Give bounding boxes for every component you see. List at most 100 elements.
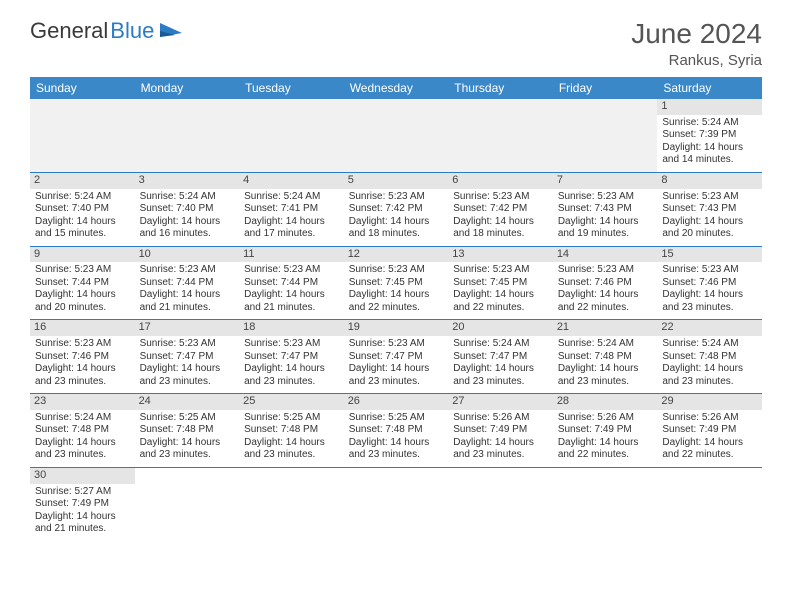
day-number: 20 <box>448 320 553 336</box>
day-number: 7 <box>553 173 658 189</box>
weekday-header: Sunday <box>30 77 135 99</box>
sunrise-line: Sunrise: 5:23 AM <box>453 264 548 277</box>
sunrise-line: Sunrise: 5:24 AM <box>244 191 339 204</box>
sunrise-line: Sunrise: 5:23 AM <box>558 264 653 277</box>
daylight-line: Daylight: 14 hours and 20 minutes. <box>662 216 757 241</box>
day-number: 25 <box>239 394 344 410</box>
calendar-cell <box>239 467 344 540</box>
sunset-line: Sunset: 7:45 PM <box>349 277 444 290</box>
daylight-line: Daylight: 14 hours and 23 minutes. <box>558 363 653 388</box>
calendar-cell: 2Sunrise: 5:24 AMSunset: 7:40 PMDaylight… <box>30 172 135 246</box>
day-number: 10 <box>135 247 240 263</box>
sunset-line: Sunset: 7:48 PM <box>558 351 653 364</box>
sunset-line: Sunset: 7:46 PM <box>558 277 653 290</box>
day-number: 17 <box>135 320 240 336</box>
calendar-cell: 7 Sunrise: 5:23 AMSunset: 7:43 PMDaylight… <box>553 172 658 246</box>
calendar-cell <box>344 99 449 172</box>
daylight-line: Daylight: 14 hours and 22 minutes. <box>349 289 444 314</box>
day-number: 14 <box>553 247 658 263</box>
daylight-line: Daylight: 14 hours and 23 minutes. <box>35 363 130 388</box>
calendar-cell: 16Sunrise: 5:23 AMSunset: 7:46 PMDayligh… <box>30 320 135 394</box>
day-number: 4 <box>239 173 344 189</box>
day-number: 24 <box>135 394 240 410</box>
calendar-row: 16Sunrise: 5:23 AMSunset: 7:46 PMDayligh… <box>30 320 762 394</box>
sunrise-line: Sunrise: 5:23 AM <box>349 191 444 204</box>
day-number: 23 <box>30 394 135 410</box>
daylight-line: Daylight: 14 hours and 23 minutes. <box>244 363 339 388</box>
calendar-cell <box>448 467 553 540</box>
daylight-line: Daylight: 14 hours and 19 minutes. <box>558 216 653 241</box>
daylight-line: Daylight: 14 hours and 23 minutes. <box>140 363 235 388</box>
sunrise-line: Sunrise: 5:25 AM <box>349 412 444 425</box>
day-number: 8 <box>657 173 762 189</box>
sunset-line: Sunset: 7:47 PM <box>140 351 235 364</box>
calendar-cell: 17 Sunrise: 5:23 AMSunset: 7:47 PMDayligh… <box>135 320 240 394</box>
daylight-line: Daylight: 14 hours and 22 minutes. <box>662 437 757 462</box>
day-number: 16 <box>30 320 135 336</box>
daylight-line: Daylight: 14 hours and 18 minutes. <box>349 216 444 241</box>
sunset-line: Sunset: 7:48 PM <box>244 424 339 437</box>
weekday-header-row: Sunday Monday Tuesday Wednesday Thursday… <box>30 77 762 99</box>
day-number: 26 <box>344 394 449 410</box>
sunrise-line: Sunrise: 5:24 AM <box>558 338 653 351</box>
sunset-line: Sunset: 7:49 PM <box>453 424 548 437</box>
day-number: 12 <box>344 247 449 263</box>
daylight-line: Daylight: 14 hours and 21 minutes. <box>140 289 235 314</box>
daylight-line: Daylight: 14 hours and 15 minutes. <box>35 216 130 241</box>
calendar-cell: 28Sunrise: 5:26 AMSunset: 7:49 PMDayligh… <box>553 394 658 468</box>
weekday-header: Monday <box>135 77 240 99</box>
daylight-line: Daylight: 14 hours and 20 minutes. <box>35 289 130 314</box>
sunrise-line: Sunrise: 5:23 AM <box>558 191 653 204</box>
sunset-line: Sunset: 7:43 PM <box>558 203 653 216</box>
sunset-line: Sunset: 7:49 PM <box>558 424 653 437</box>
day-number: 21 <box>553 320 658 336</box>
sunset-line: Sunset: 7:43 PM <box>662 203 757 216</box>
calendar-cell: 15Sunrise: 5:23 AMSunset: 7:46 PMDayligh… <box>657 246 762 320</box>
sunrise-line: Sunrise: 5:23 AM <box>35 264 130 277</box>
calendar-cell: 20Sunrise: 5:24 AMSunset: 7:47 PMDayligh… <box>448 320 553 394</box>
calendar-row: 9Sunrise: 5:23 AMSunset: 7:44 PMDaylight… <box>30 246 762 320</box>
calendar-cell <box>553 467 658 540</box>
day-number: 1 <box>657 99 762 115</box>
sunset-line: Sunset: 7:47 PM <box>349 351 444 364</box>
sunrise-line: Sunrise: 5:26 AM <box>662 412 757 425</box>
calendar-cell: 19Sunrise: 5:23 AMSunset: 7:47 PMDayligh… <box>344 320 449 394</box>
day-number: 27 <box>448 394 553 410</box>
brand-logo: GeneralBlue <box>30 18 186 44</box>
day-number: 2 <box>30 173 135 189</box>
sunset-line: Sunset: 7:48 PM <box>35 424 130 437</box>
sunrise-line: Sunrise: 5:23 AM <box>35 338 130 351</box>
daylight-line: Daylight: 14 hours and 21 minutes. <box>35 511 130 536</box>
calendar-cell: 12Sunrise: 5:23 AMSunset: 7:45 PMDayligh… <box>344 246 449 320</box>
daylight-line: Daylight: 14 hours and 22 minutes. <box>558 437 653 462</box>
day-number: 11 <box>239 247 344 263</box>
calendar-row: 23Sunrise: 5:24 AMSunset: 7:48 PMDayligh… <box>30 394 762 468</box>
sunset-line: Sunset: 7:39 PM <box>662 129 757 142</box>
day-number: 9 <box>30 247 135 263</box>
sunrise-line: Sunrise: 5:23 AM <box>662 264 757 277</box>
calendar-cell <box>344 467 449 540</box>
sunset-line: Sunset: 7:49 PM <box>662 424 757 437</box>
page-header: GeneralBlue June 2024 Rankus, Syria <box>30 18 762 69</box>
daylight-line: Daylight: 14 hours and 23 minutes. <box>349 363 444 388</box>
daylight-line: Daylight: 14 hours and 22 minutes. <box>558 289 653 314</box>
day-number: 13 <box>448 247 553 263</box>
sunset-line: Sunset: 7:48 PM <box>662 351 757 364</box>
sunrise-line: Sunrise: 5:23 AM <box>244 338 339 351</box>
sunrise-line: Sunrise: 5:23 AM <box>140 338 235 351</box>
calendar-cell: 23Sunrise: 5:24 AMSunset: 7:48 PMDayligh… <box>30 394 135 468</box>
calendar-cell: 14Sunrise: 5:23 AMSunset: 7:46 PMDayligh… <box>553 246 658 320</box>
day-number: 5 <box>344 173 449 189</box>
calendar-cell: 18Sunrise: 5:23 AMSunset: 7:47 PMDayligh… <box>239 320 344 394</box>
calendar-cell <box>553 99 658 172</box>
calendar-row: 30Sunrise: 5:27 AMSunset: 7:49 PMDayligh… <box>30 467 762 540</box>
sunset-line: Sunset: 7:47 PM <box>244 351 339 364</box>
calendar-row: 2 Sunrise: 5:24 AM Sunset: 7:40 PM Daylight… <box>30 172 762 246</box>
sunrise-line: Sunrise: 5:24 AM <box>662 117 757 130</box>
sunset-line: Sunset: 7:46 PM <box>662 277 757 290</box>
sunset-line: Sunset: 7:49 PM <box>35 498 130 511</box>
sunset-line: Sunset: 7:40 PM <box>140 203 235 216</box>
calendar-cell: 25Sunrise: 5:25 AMSunset: 7:48 PMDayligh… <box>239 394 344 468</box>
calendar-cell: 5Sunrise: 5:23 AMSunset: 7:42 PMDaylight… <box>344 172 449 246</box>
sunrise-line: Sunrise: 5:23 AM <box>662 191 757 204</box>
